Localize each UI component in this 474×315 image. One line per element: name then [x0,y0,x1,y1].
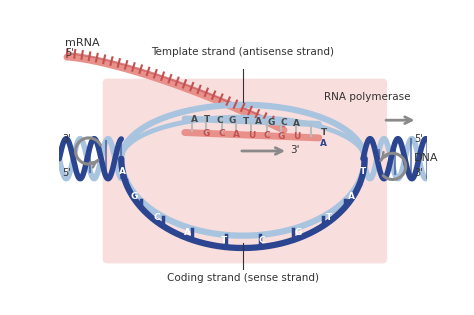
Text: T: T [243,117,249,126]
Text: 5': 5' [414,134,423,144]
Text: RNA polymerase: RNA polymerase [324,92,411,102]
Text: 3': 3' [414,168,423,178]
Text: A: A [320,139,328,148]
Text: 3': 3' [290,145,300,155]
Text: A: A [255,117,262,126]
Text: T: T [326,213,332,222]
Text: Coding strand (sense strand): Coding strand (sense strand) [167,273,319,283]
Text: C: C [259,236,265,245]
Text: 5': 5' [65,48,74,58]
Text: C: C [217,116,223,124]
Text: C: C [219,129,225,139]
Text: 5': 5' [63,168,71,178]
Text: Template strand (antisense strand): Template strand (antisense strand) [151,47,335,57]
FancyBboxPatch shape [103,79,387,263]
Text: T: T [204,115,210,124]
Text: G: G [277,132,285,141]
Text: C: C [281,118,287,127]
Text: G: G [203,129,210,138]
Text: mRNA: mRNA [65,37,100,48]
Text: U: U [248,131,255,140]
Text: G: G [294,228,302,237]
Text: A: A [184,228,191,237]
Text: DNA: DNA [414,153,439,163]
Text: C: C [264,131,270,140]
Text: U: U [292,133,300,141]
Text: T: T [221,236,227,245]
Text: 3': 3' [63,134,71,144]
Text: G: G [267,117,275,127]
Text: G: G [229,116,236,125]
Text: A: A [233,130,239,139]
Text: A: A [119,167,126,176]
Text: A: A [293,119,300,128]
Text: A: A [191,115,198,123]
Text: G: G [131,192,138,201]
Text: A: A [348,192,355,201]
Text: C: C [154,213,160,222]
Text: T: T [360,167,366,176]
Text: T: T [320,128,327,137]
